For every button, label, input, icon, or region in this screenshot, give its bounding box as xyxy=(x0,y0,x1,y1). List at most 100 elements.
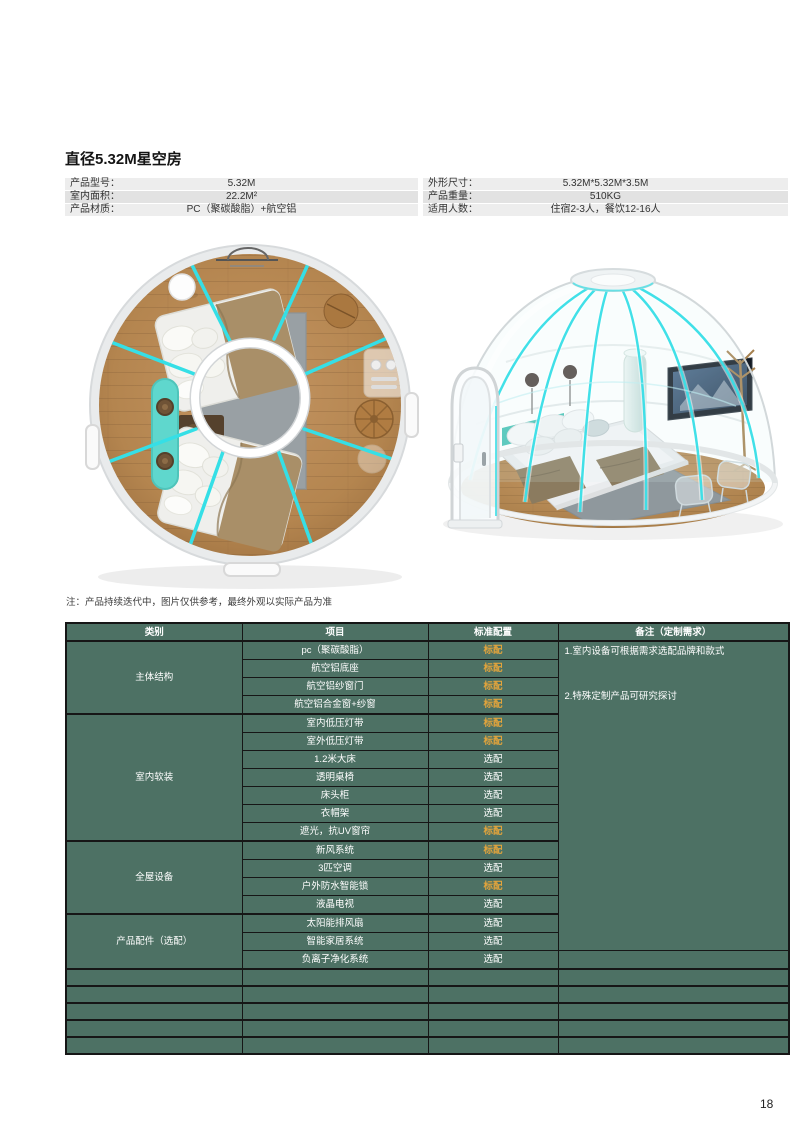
decor-stand xyxy=(563,365,577,379)
config-cell: 标配 xyxy=(427,840,559,860)
configuration-table: 类别 项目 标准配置 备注（定制需求） 主体结构 pc（聚碳酸脂） 标配 1.室内设备… xyxy=(65,622,790,1055)
item-cell: 航空铝合金窗+纱窗 xyxy=(241,695,429,715)
config-cell: 选配 xyxy=(427,895,559,915)
config-table-header-row: 类别 项目 标准配置 备注（定制需求） xyxy=(65,622,790,642)
spec-label: 产品型号： xyxy=(70,178,120,189)
decor-stand xyxy=(525,373,539,387)
base-bracket-left xyxy=(85,424,100,470)
empty-row xyxy=(65,1019,790,1038)
config-cell: 选配 xyxy=(427,913,559,933)
config-row: 液晶电视 选配 xyxy=(66,895,789,915)
empty-cell xyxy=(65,968,243,987)
item-cell: 床头柜 xyxy=(241,786,429,805)
dome-door xyxy=(447,366,503,529)
empty-cell xyxy=(65,1019,243,1038)
config-row: 全屋设备 新风系统 标配 xyxy=(65,840,789,915)
config-cell: 选配 xyxy=(427,786,559,805)
config-row: 室外低压灯带 标配 xyxy=(66,732,789,751)
empty-cell xyxy=(65,1036,243,1055)
config-cell: 标配 xyxy=(427,640,559,660)
empty-cell xyxy=(65,1002,243,1021)
empty-row xyxy=(65,1036,790,1055)
category-cell: 室内软装 xyxy=(65,713,243,842)
category-cell: 主体结构 xyxy=(65,640,243,715)
base-bracket-bottom xyxy=(223,562,281,577)
empty-cell xyxy=(65,985,243,1004)
base-bracket-right xyxy=(404,392,419,438)
empty-cell xyxy=(427,1002,559,1021)
col-header-standard-config: 标准配置 xyxy=(427,622,559,642)
col-header-item: 项目 xyxy=(241,622,429,642)
empty-cell xyxy=(557,1036,790,1055)
spec-value: 5.32M*5.32M*3.5M xyxy=(562,178,649,189)
spec-row: 室内面积： 22.2M² xyxy=(65,191,418,203)
config-cell: 标配 xyxy=(427,713,559,733)
config-row: 航空铝底座 标配 xyxy=(66,659,789,678)
config-cell: 选配 xyxy=(427,932,559,951)
page-title: 直径5.32M星空房 xyxy=(65,151,182,168)
item-cell: 室内低压灯带 xyxy=(241,713,429,733)
config-cell: 选配 xyxy=(427,768,559,787)
remarks-empty-cell xyxy=(557,950,790,970)
col-header-category: 类别 xyxy=(65,622,243,642)
dome-render-image xyxy=(428,256,796,556)
round-stool xyxy=(168,273,196,301)
config-cell: 选配 xyxy=(427,804,559,823)
category-cell: 产品配件（选配） xyxy=(65,913,243,970)
dome-render-svg xyxy=(443,268,783,540)
spec-table-left: 产品型号： 5.32M 室内面积： 22.2M² 产品材质： PC（聚碳酸脂）+… xyxy=(65,178,418,217)
config-cell: 标配 xyxy=(427,732,559,751)
config-row: 负离子净化系统 选配 xyxy=(66,950,790,970)
config-row: 室内软装 室内低压灯带 标配 xyxy=(65,713,789,842)
empty-row xyxy=(65,1002,790,1021)
spec-row: 适用人数： 住宿2-3人，餐饮12-16人 xyxy=(423,204,788,216)
spec-value: 510KG xyxy=(589,191,622,202)
cyan-roof-struts xyxy=(99,254,400,553)
spec-label: 外形尺寸： xyxy=(428,178,478,189)
spec-value: PC（聚碳酸脂）+航空铝 xyxy=(186,204,297,215)
config-row: 户外防水智能锁 标配 xyxy=(66,877,789,896)
item-cell: 透明桌椅 xyxy=(241,768,429,787)
config-cell: 标配 xyxy=(427,695,559,715)
spec-value: 5.32M xyxy=(227,178,256,189)
disclaimer-note: 注：产品持续迭代中，图片仅供参考，最终外观以实际产品为准 xyxy=(66,597,333,608)
item-cell: 遮光，抗UV窗帘 xyxy=(241,822,429,842)
floor-plan-image xyxy=(78,243,426,593)
spec-label: 产品材质： xyxy=(70,204,120,215)
spec-label: 适用人数： xyxy=(428,204,478,215)
empty-cell xyxy=(427,1019,559,1038)
item-cell: 太阳能排风扇 xyxy=(241,913,429,933)
config-cell: 选配 xyxy=(427,750,559,769)
spec-label: 产品重量： xyxy=(428,191,478,202)
spec-row: 产品型号： 5.32M xyxy=(65,178,418,190)
empty-row xyxy=(65,968,790,987)
empty-cell xyxy=(241,1036,429,1055)
config-row: 遮光，抗UV窗帘 标配 xyxy=(66,822,789,842)
item-cell: 航空铝纱窗门 xyxy=(241,677,429,696)
item-cell: 1.2米大床 xyxy=(241,750,429,769)
empty-cell xyxy=(557,985,790,1004)
config-cell: 标配 xyxy=(427,822,559,842)
config-row: 衣帽架 选配 xyxy=(66,804,789,823)
item-cell: 航空铝底座 xyxy=(241,659,429,678)
spec-value: 22.2M² xyxy=(225,191,258,202)
empty-cell xyxy=(427,968,559,987)
empty-cell xyxy=(241,985,429,1004)
spec-row: 产品材质： PC（聚碳酸脂）+航空铝 xyxy=(65,204,418,216)
item-cell: 负离子净化系统 xyxy=(241,950,429,970)
config-row: 产品配件（选配） 太阳能排风扇 选配 xyxy=(65,913,789,970)
config-cell: 选配 xyxy=(427,950,559,970)
spec-row: 产品重量： 510KG xyxy=(423,191,788,203)
clear-chair xyxy=(357,444,387,474)
page-number: 18 xyxy=(760,1097,774,1111)
empty-cell xyxy=(557,1002,790,1021)
config-row: 床头柜 选配 xyxy=(66,786,789,805)
empty-cell xyxy=(427,985,559,1004)
remark-line: 2.特殊定制产品可研究探讨 xyxy=(564,691,677,702)
category-cell: 全屋设备 xyxy=(65,840,243,915)
remark-line: 1.室内设备可根据需求选配品牌和款式 xyxy=(564,646,725,657)
config-cell: 标配 xyxy=(427,877,559,896)
empty-cell xyxy=(241,1002,429,1021)
spec-table-right: 外形尺寸： 5.32M*5.32M*3.5M 产品重量： 510KG 适用人数：… xyxy=(423,178,788,217)
